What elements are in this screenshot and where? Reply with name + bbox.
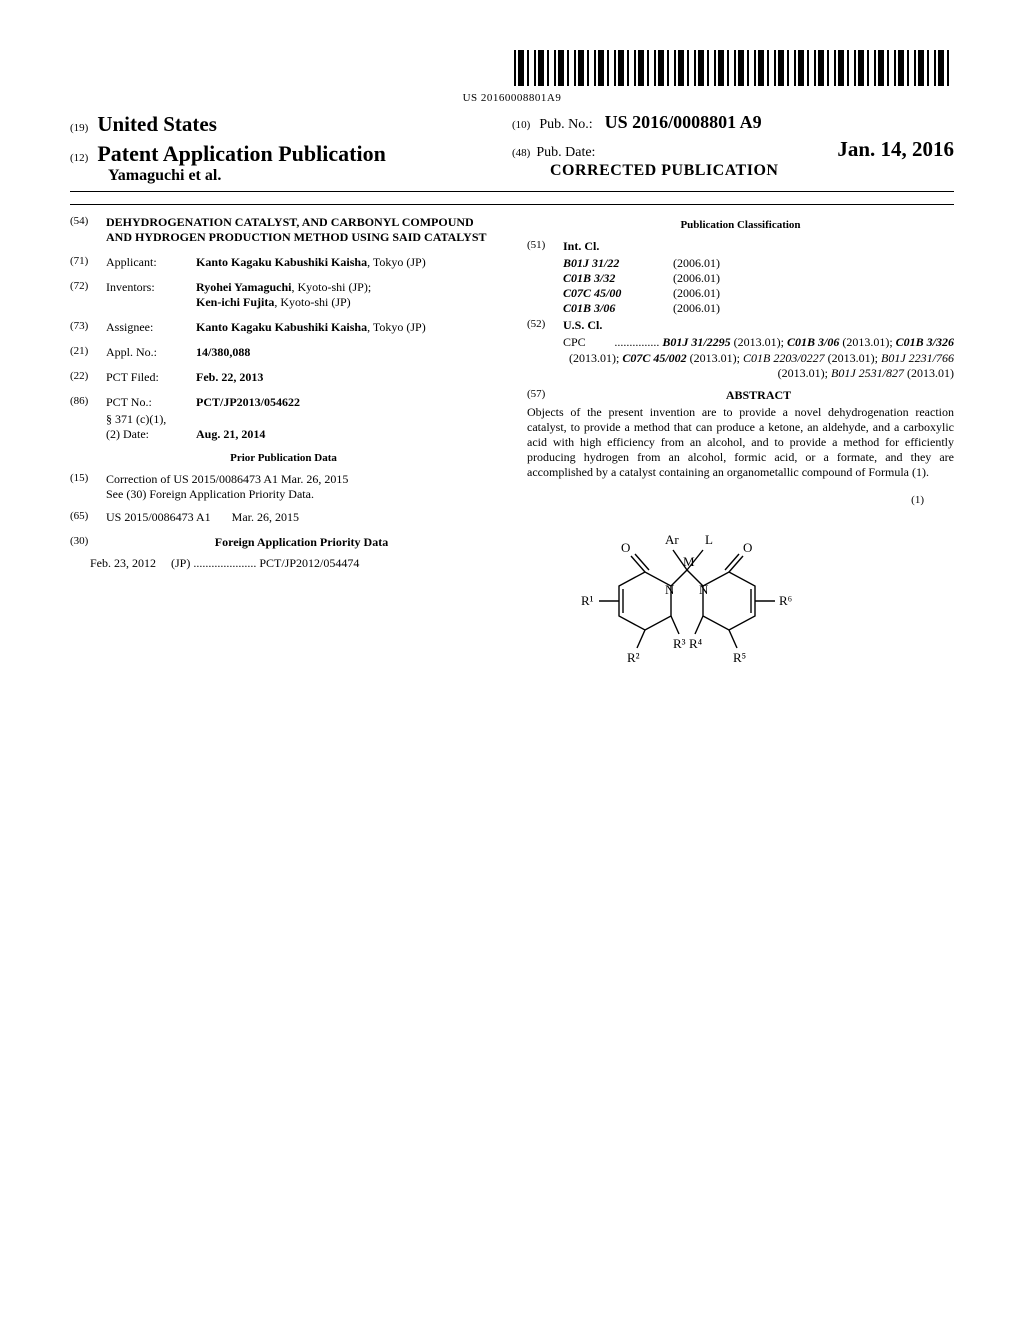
authors-line: Yamaguchi et al.	[108, 167, 468, 185]
f72-label: Inventors:	[106, 280, 196, 310]
formula-number: (1)	[527, 494, 924, 506]
abstract-text: Objects of the present invention are to …	[527, 405, 954, 480]
intcl-code: C01B 3/06	[563, 301, 673, 316]
body-columns: (54) DEHYDROGENATION CATALYST, AND CARBO…	[70, 215, 954, 692]
intcl-version: (2006.01)	[673, 286, 954, 301]
f86-date-label: (2) Date:	[106, 427, 196, 442]
assignee-loc: , Tokyo (JP)	[367, 320, 426, 334]
pubno: US 2016/0008801 A9	[605, 112, 762, 132]
label-n1: N	[665, 582, 675, 597]
country: United States	[97, 112, 217, 136]
f72-num: (72)	[70, 280, 106, 310]
inventor-2: Ken-ichi Fujita	[196, 295, 274, 309]
label-l: L	[705, 532, 713, 547]
chemical-structure-icon: Ar L M O O N N R¹ R² R³ R⁴ R⁵ R⁶	[557, 512, 817, 692]
inventor-1-loc: , Kyoto-shi (JP);	[291, 280, 371, 294]
f22-label: PCT Filed:	[106, 370, 196, 385]
field-19-num: (19)	[70, 122, 88, 134]
title-of-invention: DEHYDROGENATION CATALYST, AND CARBONYL C…	[106, 215, 497, 245]
f15-line1: Correction of US 2015/0086473 A1 Mar. 26…	[106, 472, 497, 487]
f30-num: (30)	[70, 535, 106, 550]
foreign-priority-title: Foreign Application Priority Data	[106, 535, 497, 550]
label-r1: R¹	[581, 593, 594, 608]
label-o2: O	[743, 540, 752, 555]
pub-classification-title: Publication Classification	[527, 219, 954, 231]
label-m: M	[683, 554, 695, 569]
corrected-publication: CORRECTED PUBLICATION	[550, 162, 954, 180]
intcl-row: C01B 3/06(2006.01)	[563, 301, 954, 316]
right-column: Publication Classification (51) Int. Cl.…	[527, 215, 954, 692]
f30-cc: (JP)	[171, 556, 190, 570]
intcl-row: C01B 3/32(2006.01)	[563, 271, 954, 286]
f30-app: PCT/JP2012/054474	[259, 556, 359, 570]
f71-label: Applicant:	[106, 255, 196, 270]
barcode-block: US 20160008801A9	[70, 50, 954, 104]
uscl-label: U.S. Cl.	[563, 318, 954, 333]
intcl-label: Int. Cl.	[563, 239, 954, 254]
label-r3: R³	[673, 636, 686, 651]
f54-num: (54)	[70, 215, 106, 245]
barcode-number: US 20160008801A9	[70, 92, 954, 104]
f73-num: (73)	[70, 320, 106, 335]
f15-num: (15)	[70, 472, 106, 502]
f21-label: Appl. No.:	[106, 345, 196, 360]
intcl-version: (2006.01)	[673, 256, 954, 271]
label-r2: R²	[627, 650, 640, 665]
barcode-graphic	[514, 50, 954, 86]
inventor-2-loc: , Kyoto-shi (JP)	[274, 295, 350, 309]
f86-date: Aug. 21, 2014	[196, 427, 497, 442]
doc-type: Patent Application Publication	[97, 141, 385, 166]
field-48-num: (48)	[512, 147, 530, 159]
cpc-block: CPC ............... B01J 31/2295 (2013.0…	[563, 335, 954, 382]
f30-date: Feb. 23, 2012	[90, 556, 156, 570]
intcl-code: C01B 3/32	[563, 271, 673, 286]
intcl-row: B01J 31/22(2006.01)	[563, 256, 954, 271]
f86-num: (86)	[70, 395, 106, 410]
f15-line2: See (30) Foreign Application Priority Da…	[106, 487, 497, 502]
f21-num: (21)	[70, 345, 106, 360]
intcl-code: C07C 45/00	[563, 286, 673, 301]
f57-num: (57)	[527, 388, 563, 403]
assignee-name: Kanto Kagaku Kabushiki Kaisha	[196, 320, 367, 334]
intcl-row: C07C 45/00(2006.01)	[563, 286, 954, 301]
inventor-1: Ryohei Yamaguchi	[196, 280, 291, 294]
f71-num: (71)	[70, 255, 106, 270]
header: (19) United States (12) Patent Applicati…	[70, 112, 954, 185]
label-r5: R⁵	[733, 650, 746, 665]
intcl-code: B01J 31/22	[563, 256, 673, 271]
field-12-num: (12)	[70, 152, 88, 164]
intcl-version: (2006.01)	[673, 301, 954, 316]
f73-label: Assignee:	[106, 320, 196, 335]
pubno-label: Pub. No.:	[539, 117, 592, 132]
f51-num: (51)	[527, 239, 563, 254]
f52-num: (52)	[527, 318, 563, 333]
pubdate-label: Pub. Date:	[536, 145, 595, 161]
f65-num: (65)	[70, 510, 106, 525]
rule-thick	[70, 191, 954, 192]
pct-filed: Feb. 22, 2013	[196, 370, 497, 385]
label-o1: O	[621, 540, 630, 555]
f22-num: (22)	[70, 370, 106, 385]
f30-dots: .....................	[193, 556, 259, 570]
label-r4: R⁴	[689, 636, 703, 651]
field-10-num: (10)	[512, 119, 530, 131]
intcl-list: B01J 31/22(2006.01)C01B 3/32(2006.01)C07…	[563, 256, 954, 316]
prior-pub-entry: US 2015/0086473 A1 Mar. 26, 2015	[106, 510, 497, 525]
appl-no: 14/380,088	[196, 345, 497, 360]
applicant-name: Kanto Kagaku Kabushiki Kaisha	[196, 255, 367, 269]
left-column: (54) DEHYDROGENATION CATALYST, AND CARBO…	[70, 215, 497, 692]
prior-pub-title: Prior Publication Data	[70, 452, 497, 464]
label-ar: Ar	[665, 532, 679, 547]
sec371-label: § 371 (c)(1),	[106, 412, 497, 427]
label-r6: R⁶	[779, 593, 792, 608]
intcl-version: (2006.01)	[673, 271, 954, 286]
pct-no: PCT/JP2013/054622	[196, 395, 497, 410]
rule-thin	[70, 204, 954, 205]
applicant-loc: , Tokyo (JP)	[367, 255, 426, 269]
pubdate: Jan. 14, 2016	[837, 137, 954, 162]
label-n2: N	[699, 582, 709, 597]
abstract-title: ABSTRACT	[563, 388, 954, 403]
f86-label: PCT No.:	[106, 395, 196, 410]
